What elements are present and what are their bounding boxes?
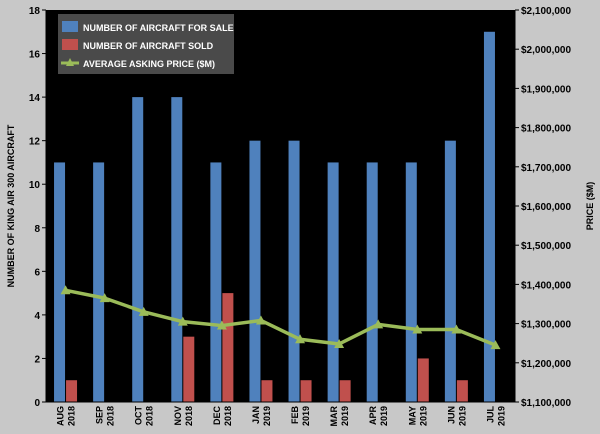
x-tick-year-10: 2019 xyxy=(457,406,467,426)
price-marker-11 xyxy=(490,340,501,350)
right-tick-label-5: $1,600,000 xyxy=(521,202,571,213)
bar-sold-3 xyxy=(183,336,195,402)
price-marker-9 xyxy=(412,324,423,334)
x-axis: AUG 2018 SEP 2018 OCT 2018 NOV 2018 DEC 2018 JAN 20… xyxy=(46,401,515,427)
bar-sold-7 xyxy=(339,380,351,402)
x-tick-year-3: 2018 xyxy=(184,406,194,426)
bar-for-sale-11 xyxy=(483,31,495,403)
x-tick-year-2: 2018 xyxy=(145,406,155,426)
right-tick-label-10: $2,100,000 xyxy=(521,6,571,17)
x-tick-month-1: SEP xyxy=(95,406,105,424)
price-marker-4 xyxy=(216,320,227,330)
right-tick-label-8: $1,900,000 xyxy=(521,84,571,95)
right-tick-label-0: $1,100,000 xyxy=(521,398,571,409)
price-marker-3 xyxy=(177,316,188,326)
bar-for-sale-3 xyxy=(171,97,183,402)
bar-for-sale-7 xyxy=(327,162,339,402)
y-axis-label: NUMBER OF KING AIR 300 AIRCRAFT xyxy=(6,124,16,287)
left-tick-label-7: 14 xyxy=(29,93,41,104)
right-tick-label-6: $1,700,000 xyxy=(521,163,571,174)
price-marker-2 xyxy=(138,306,149,316)
x-tick-year-11: 2019 xyxy=(496,406,506,426)
left-tick-label-3: 6 xyxy=(34,267,40,278)
x-tick-year-8: 2019 xyxy=(379,406,389,426)
x-tick-year-9: 2019 xyxy=(418,406,428,426)
bar-sold-5 xyxy=(261,380,273,402)
price-marker-0 xyxy=(60,285,71,295)
left-tick-label-5: 10 xyxy=(29,180,41,191)
price-line-layer xyxy=(60,285,501,350)
x-tick-month-5: JAN xyxy=(251,406,261,424)
legend-label-0: NUMBER OF AIRCRAFT FOR SALE xyxy=(83,23,234,33)
price-marker-10 xyxy=(451,324,462,334)
legend-label-1: NUMBER OF AIRCRAFT SOLD xyxy=(83,41,214,51)
bar-for-sale-2 xyxy=(132,97,144,402)
left-tick-label-8: 16 xyxy=(29,50,41,61)
bar-for-sale-8 xyxy=(366,162,378,402)
legend-swatch-1 xyxy=(62,39,78,50)
left-tick-label-6: 12 xyxy=(29,137,41,148)
x-tick-month-11: JUL xyxy=(485,406,495,424)
right-tick-label-9: $2,000,000 xyxy=(521,45,571,56)
bar-for-sale-9 xyxy=(405,162,417,402)
bar-sold-10 xyxy=(456,380,468,402)
bar-sold-9 xyxy=(417,358,429,402)
right-tick-label-1: $1,200,000 xyxy=(521,359,571,370)
right-tick-label-3: $1,400,000 xyxy=(521,280,571,291)
x-tick-year-4: 2018 xyxy=(223,406,233,426)
left-tick-label-2: 4 xyxy=(34,311,40,322)
left-tick-label-9: 18 xyxy=(29,6,41,17)
x-tick-month-0: AUG xyxy=(56,406,66,426)
x-tick-month-7: MAR xyxy=(329,406,339,427)
x-tick-month-10: JUN xyxy=(446,406,456,424)
y2-axis-label: PRICE ($M) xyxy=(585,182,595,231)
right-axis: $1,100,000 $1,200,000 $1,300,000 $1,400,000… xyxy=(514,6,571,409)
price-line xyxy=(65,288,497,347)
bar-sold-4 xyxy=(222,293,234,402)
bar-for-sale-5 xyxy=(249,140,261,402)
x-tick-year-1: 2018 xyxy=(106,406,116,426)
bar-for-sale-6 xyxy=(288,140,300,402)
right-tick-label-4: $1,500,000 xyxy=(521,241,571,252)
bars-layer xyxy=(54,31,495,403)
bar-for-sale-1 xyxy=(93,162,105,402)
price-marker-6 xyxy=(295,334,306,344)
price-marker-8 xyxy=(373,319,384,329)
x-tick-month-2: OCT xyxy=(134,406,144,426)
legend: NUMBER OF AIRCRAFT FOR SALE NUMBER OF AIR… xyxy=(58,14,234,74)
price-marker-5 xyxy=(255,315,266,325)
x-tick-year-0: 2018 xyxy=(67,406,77,426)
x-tick-year-7: 2019 xyxy=(340,406,350,426)
legend-box xyxy=(58,14,234,74)
right-tick-label-2: $1,300,000 xyxy=(521,320,571,331)
left-axis: 0 2 4 6 8 10 12 14 16 18 xyxy=(29,6,47,409)
x-tick-year-6: 2019 xyxy=(301,406,311,426)
bar-sold-6 xyxy=(300,380,312,402)
bar-for-sale-4 xyxy=(210,162,222,402)
price-marker-1 xyxy=(99,293,110,303)
left-tick-label-4: 8 xyxy=(34,224,40,235)
x-tick-month-3: NOV xyxy=(173,406,183,426)
bar-for-sale-10 xyxy=(444,140,456,402)
left-tick-label-1: 2 xyxy=(34,354,40,365)
x-tick-month-9: MAY xyxy=(407,406,417,425)
legend-swatch-marker-2 xyxy=(66,58,74,66)
x-tick-year-5: 2019 xyxy=(262,406,272,426)
x-tick-month-6: FEB xyxy=(290,405,300,424)
x-tick-month-8: APR xyxy=(368,406,378,426)
left-tick-label-0: 0 xyxy=(34,398,40,409)
right-tick-label-7: $1,800,000 xyxy=(521,124,571,135)
price-marker-7 xyxy=(334,338,345,348)
bar-for-sale-0 xyxy=(54,162,66,402)
bar-sold-0 xyxy=(66,380,78,402)
x-tick-month-4: DEC xyxy=(212,406,222,426)
plot-area xyxy=(46,10,515,402)
legend-label-2: AVERAGE ASKING PRICE ($M) xyxy=(83,59,215,69)
legend-swatch-0 xyxy=(62,21,78,32)
